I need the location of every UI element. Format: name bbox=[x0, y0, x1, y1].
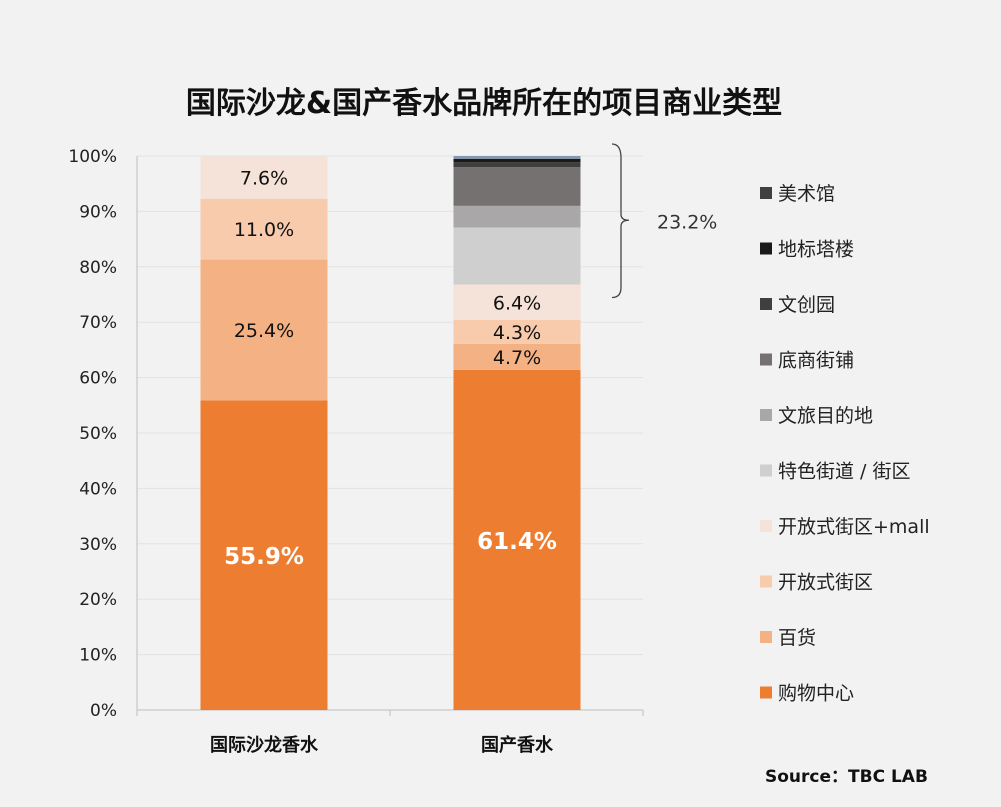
y-tick-label: 100% bbox=[68, 147, 117, 167]
x-category-label: 国产香水 bbox=[481, 734, 554, 756]
bar-segment bbox=[453, 369, 581, 710]
y-tick-label: 90% bbox=[79, 202, 117, 222]
bar-segment bbox=[453, 227, 581, 285]
data-label: 61.4% bbox=[477, 529, 557, 555]
legend-swatch bbox=[760, 631, 772, 643]
data-label: 55.9% bbox=[224, 544, 304, 570]
data-label: 11.0% bbox=[234, 219, 294, 241]
annotation-label: 23.2% bbox=[657, 211, 717, 233]
legend-swatch bbox=[760, 242, 772, 255]
data-label: 4.3% bbox=[493, 322, 541, 344]
source-note: Source：TBC LAB bbox=[765, 767, 928, 787]
legend-label: 美术馆 bbox=[778, 183, 835, 205]
bar-segment bbox=[453, 319, 581, 344]
y-tick-label: 20% bbox=[79, 590, 117, 610]
annotation-bracket bbox=[611, 143, 630, 299]
y-tick-label: 80% bbox=[79, 258, 117, 278]
y-tick-label: 0% bbox=[90, 701, 117, 721]
legend-label: 底商街铺 bbox=[778, 350, 854, 372]
legend-label: 地标塔楼 bbox=[778, 239, 854, 261]
bar-segment bbox=[453, 205, 581, 228]
chart-title: 国际沙龙&国产香水品牌所在的项目商业类型 bbox=[186, 86, 782, 121]
legend-label: 文创园 bbox=[778, 294, 835, 316]
legend-swatch bbox=[760, 686, 772, 699]
data-label: 4.7% bbox=[493, 347, 541, 369]
legend-label: 开放式街区+mall bbox=[778, 516, 930, 538]
legend-swatch bbox=[760, 409, 772, 421]
bar-segment bbox=[453, 162, 581, 168]
legend-swatch bbox=[760, 298, 772, 310]
y-tick-label: 50% bbox=[79, 424, 117, 444]
y-tick-label: 10% bbox=[79, 646, 117, 666]
bar-segment bbox=[453, 158, 581, 163]
y-tick-label: 30% bbox=[79, 535, 117, 555]
x-category-label: 国际沙龙香水 bbox=[210, 734, 319, 756]
bar-segment bbox=[453, 156, 581, 159]
bar-segment bbox=[453, 343, 581, 370]
legend-swatch bbox=[760, 353, 772, 366]
bar-segment bbox=[200, 156, 328, 199]
y-tick-label: 60% bbox=[79, 369, 117, 389]
y-tick-label: 70% bbox=[79, 313, 117, 333]
bar-segment bbox=[200, 198, 328, 260]
legend-label: 购物中心 bbox=[778, 683, 854, 705]
legend-swatch bbox=[760, 520, 772, 532]
legend-swatch bbox=[760, 464, 772, 477]
bar-segment bbox=[453, 167, 581, 206]
bar-segment bbox=[200, 259, 328, 401]
bar-segment bbox=[453, 284, 581, 320]
legend-label: 百货 bbox=[778, 627, 816, 649]
y-tick-label: 40% bbox=[79, 479, 117, 499]
legend-swatch bbox=[760, 575, 772, 588]
legend-label: 开放式街区 bbox=[778, 572, 873, 594]
data-label: 7.6% bbox=[240, 168, 288, 190]
bar-segment bbox=[200, 400, 328, 710]
legend-swatch bbox=[760, 187, 772, 199]
data-label: 25.4% bbox=[234, 320, 294, 342]
legend-label: 特色街道 / 街区 bbox=[778, 461, 910, 483]
legend-label: 文旅目的地 bbox=[778, 405, 873, 427]
data-label: 6.4% bbox=[493, 292, 541, 314]
